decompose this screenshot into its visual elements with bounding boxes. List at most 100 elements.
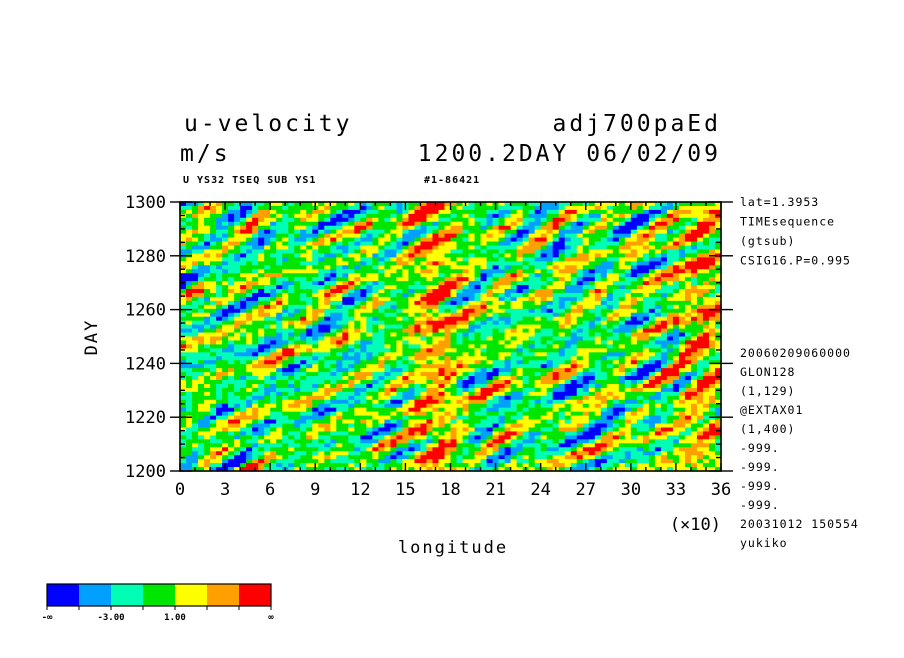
heatmap-cell xyxy=(510,237,518,243)
heatmap-cell xyxy=(600,296,608,302)
heatmap-cell xyxy=(222,253,229,258)
heatmap-cell xyxy=(282,376,289,381)
heatmap-cell xyxy=(342,368,349,373)
heatmap-cell xyxy=(576,221,584,227)
heatmap-cell xyxy=(462,372,470,377)
heatmap-cell xyxy=(558,292,566,298)
heatmap-cell xyxy=(588,344,596,349)
heatmap-cell xyxy=(600,399,608,405)
heatmap-cell xyxy=(534,383,542,389)
heatmap-cell xyxy=(468,296,476,302)
heatmap-cell xyxy=(336,292,343,298)
heatmap-cell xyxy=(588,320,596,326)
heatmap-cell xyxy=(324,328,331,334)
heatmap-cell xyxy=(210,324,217,330)
heatmap-cell xyxy=(192,332,199,338)
heatmap-cell xyxy=(504,202,512,207)
heatmap-cell xyxy=(318,209,325,215)
heatmap-cell xyxy=(366,312,373,318)
heatmap-cell xyxy=(366,380,373,385)
heatmap-cell xyxy=(300,308,307,314)
heatmap-cell xyxy=(678,312,686,318)
heatmap-cell xyxy=(204,257,211,262)
heatmap-cell xyxy=(300,356,307,361)
heatmap-cell xyxy=(630,233,638,239)
heatmap-cell xyxy=(180,233,187,239)
heatmap-cell xyxy=(330,213,337,219)
heatmap-cell xyxy=(252,344,259,349)
heatmap-cell xyxy=(270,340,277,346)
heatmap-cell xyxy=(624,348,632,353)
heatmap-cell xyxy=(294,225,301,231)
heatmap-cell xyxy=(426,360,434,365)
heatmap-cell xyxy=(600,277,608,282)
heatmap-cell xyxy=(294,403,301,409)
heatmap-cell xyxy=(510,217,518,223)
heatmap-cell xyxy=(612,261,620,266)
heatmap-cell xyxy=(222,281,229,286)
heatmap-cell xyxy=(630,209,638,215)
heatmap-cell xyxy=(342,292,349,298)
heatmap-cell xyxy=(456,269,464,274)
heatmap-cell xyxy=(480,245,488,251)
heatmap-cell xyxy=(588,352,596,357)
heatmap-cell xyxy=(306,202,313,207)
heatmap-cell xyxy=(264,399,271,405)
heatmap-cell xyxy=(228,249,235,255)
heatmap-cell xyxy=(582,304,590,310)
heatmap-cell xyxy=(492,387,500,393)
heatmap-cell xyxy=(564,399,572,405)
heatmap-cell xyxy=(540,324,548,330)
heatmap-cell xyxy=(660,332,668,338)
heatmap-cell xyxy=(180,265,187,270)
heatmap-cell xyxy=(522,249,530,255)
heatmap-cell xyxy=(288,364,295,369)
heatmap-cell xyxy=(534,364,542,369)
heatmap-cell xyxy=(330,221,337,227)
heatmap-cell xyxy=(246,348,253,353)
heatmap-cell xyxy=(288,257,295,262)
heatmap-cell xyxy=(294,241,301,247)
heatmap-cell xyxy=(276,336,283,342)
heatmap-cell xyxy=(648,368,656,373)
heatmap-cell xyxy=(486,356,494,361)
heatmap-cell xyxy=(462,395,470,401)
heatmap-cell xyxy=(534,217,542,223)
heatmap-cell xyxy=(636,304,644,310)
heatmap-cell xyxy=(210,399,217,405)
heatmap-cell xyxy=(558,383,566,389)
heatmap-cell xyxy=(456,296,464,302)
heatmap-cell xyxy=(570,205,578,211)
heatmap-cell xyxy=(246,328,253,334)
heatmap-cell xyxy=(456,217,464,223)
heatmap-cell xyxy=(408,225,416,231)
heatmap-cell xyxy=(558,257,566,262)
heatmap-cell xyxy=(702,391,710,397)
heatmap-cell xyxy=(378,415,385,421)
heatmap-cell xyxy=(324,300,331,306)
heatmap-cell xyxy=(240,383,247,389)
heatmap-cell xyxy=(186,368,193,373)
heatmap-cell xyxy=(690,395,698,401)
heatmap-cell xyxy=(636,277,644,282)
heatmap-cell xyxy=(618,360,626,365)
heatmap-cell xyxy=(264,213,271,219)
heatmap-cell xyxy=(192,265,199,270)
heatmap-cell xyxy=(492,257,500,262)
heatmap-cell xyxy=(402,348,410,353)
heatmap-cell xyxy=(180,249,187,255)
heatmap-cell xyxy=(498,217,506,223)
heatmap-cell xyxy=(336,383,343,389)
heatmap-cell xyxy=(696,269,704,274)
heatmap-cell xyxy=(558,289,566,294)
heatmap-cell xyxy=(204,202,211,207)
heatmap-cell xyxy=(318,380,325,385)
heatmap-cell xyxy=(468,320,476,326)
heatmap-cell xyxy=(696,387,704,393)
heatmap-cell xyxy=(216,292,223,298)
heatmap-cell xyxy=(192,324,199,330)
heatmap-cell xyxy=(678,348,686,353)
heatmap-cell xyxy=(702,364,710,369)
heatmap-cell xyxy=(186,308,193,314)
heatmap-cell xyxy=(708,336,716,342)
